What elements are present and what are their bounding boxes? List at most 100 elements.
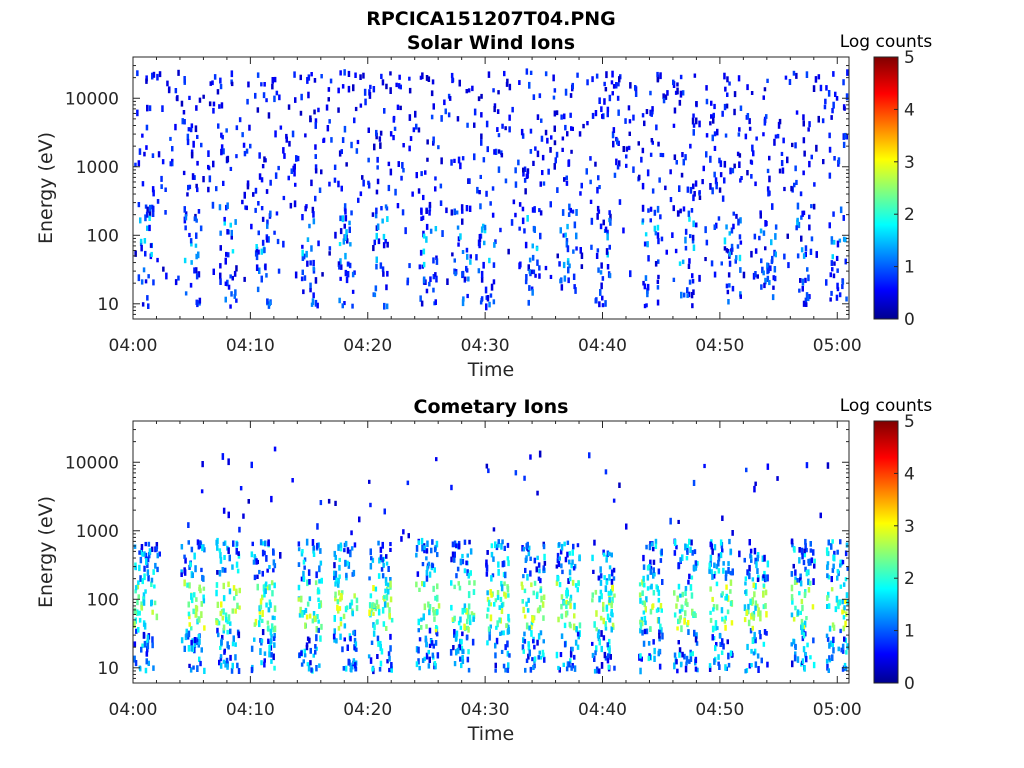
heatmap-cell: [651, 110, 654, 115]
heatmap-cell: [713, 131, 717, 137]
heatmap-cell: [661, 632, 664, 640]
heatmap-cell: [422, 248, 426, 255]
heatmap-cell: [143, 238, 147, 244]
heatmap-cell: [231, 608, 234, 614]
heatmap-cell: [197, 209, 201, 214]
heatmap-cell: [837, 602, 840, 610]
heatmap-cell: [803, 620, 807, 628]
heatmap-cell: [263, 82, 266, 87]
heatmap-cell: [296, 155, 300, 162]
heatmap-cell: [687, 291, 691, 298]
heatmap-cell: [343, 637, 346, 642]
heatmap-cell: [375, 263, 378, 270]
heatmap-cell: [726, 609, 730, 615]
heatmap-cell: [644, 606, 647, 613]
heatmap-cell: [499, 631, 502, 636]
heatmap-cell: [679, 74, 683, 80]
heatmap-cell: [798, 591, 801, 596]
heatmap-cell: [222, 148, 225, 155]
heatmap-cell: [592, 569, 595, 574]
heatmap-cell: [415, 172, 418, 179]
heatmap-cell: [355, 148, 359, 154]
heatmap-cell: [518, 226, 521, 231]
heatmap-cell: [804, 538, 807, 545]
heatmap-cell: [483, 227, 487, 234]
heatmap-cell: [198, 97, 202, 103]
heatmap-cell: [800, 628, 804, 635]
heatmap-cell: [574, 287, 577, 294]
heatmap-cell: [434, 627, 438, 633]
heatmap-cell: [840, 647, 843, 653]
heatmap-cell: [140, 279, 144, 285]
heatmap-cell: [632, 166, 635, 173]
heatmap-cell: [337, 581, 340, 588]
heatmap-cell: [460, 662, 463, 669]
heatmap-cell: [739, 178, 742, 183]
heatmap-cell: [802, 170, 805, 176]
heatmap-cell: [389, 168, 393, 176]
heatmap-cell: [798, 288, 801, 293]
heatmap-cell: [342, 666, 346, 671]
heatmap-cell: [246, 180, 250, 187]
heatmap-cell: [727, 299, 730, 305]
heatmap-cell: [599, 289, 602, 296]
heatmap-cell: [532, 590, 535, 596]
heatmap-cell: [157, 151, 161, 158]
heatmap-cell: [710, 114, 713, 119]
heatmap-cell: [721, 548, 724, 553]
heatmap-cell: [297, 584, 301, 591]
heatmap-cell: [133, 607, 137, 614]
heatmap-cell: [222, 541, 226, 546]
heatmap-cell: [807, 274, 810, 282]
heatmap-cell: [503, 70, 506, 77]
heatmap-cell: [350, 210, 353, 216]
heatmap-cell: [828, 172, 832, 179]
heatmap-cell: [339, 542, 343, 548]
heatmap-cell: [351, 289, 355, 294]
heatmap-cell: [347, 70, 351, 77]
heatmap-cell: [725, 584, 728, 590]
heatmap-cell: [182, 170, 186, 176]
heatmap-cell: [305, 642, 309, 648]
heatmap-cell: [143, 565, 146, 572]
heatmap-cell: [219, 656, 223, 662]
heatmap-cell: [497, 542, 500, 548]
heatmap-cell: [673, 662, 676, 670]
heatmap-cell: [743, 617, 747, 623]
heatmap-cell: [559, 227, 562, 234]
heatmap-cell: [719, 172, 723, 178]
heatmap-cell: [567, 159, 571, 167]
heatmap-cell: [303, 275, 307, 281]
heatmap-cell: [453, 629, 456, 635]
heatmap-cell: [801, 210, 804, 217]
heatmap-cell: [774, 233, 777, 240]
heatmap-cell: [602, 635, 606, 641]
heatmap-cell: [440, 157, 443, 165]
heatmap-cell: [380, 206, 383, 211]
heatmap-cell: [160, 184, 163, 189]
heatmap-cell: [299, 110, 303, 116]
heatmap-cell: [436, 583, 439, 590]
heatmap-cell: [645, 544, 648, 550]
heatmap-cell: [379, 142, 382, 149]
heatmap-cell: [486, 590, 489, 596]
heatmap-cell: [492, 279, 496, 285]
heatmap-cell: [571, 209, 575, 214]
heatmap-cell: [320, 577, 323, 584]
heatmap-cell: [600, 630, 603, 637]
heatmap-cell: [649, 90, 652, 96]
heatmap-cell: [762, 641, 766, 647]
heatmap-cell: [732, 223, 735, 230]
heatmap-cell: [352, 569, 356, 577]
heatmap-cell: [378, 136, 382, 142]
heatmap-cell: [242, 513, 245, 519]
heatmap-cell: [479, 300, 483, 305]
heatmap-cell: [686, 549, 689, 555]
heatmap-cell: [491, 212, 495, 218]
heatmap-cell: [283, 153, 286, 159]
heatmap-cell: [453, 540, 457, 548]
heatmap-cell: [316, 302, 319, 309]
heatmap-cell: [390, 665, 393, 673]
heatmap-cell: [694, 180, 698, 187]
heatmap-cell: [161, 159, 165, 165]
